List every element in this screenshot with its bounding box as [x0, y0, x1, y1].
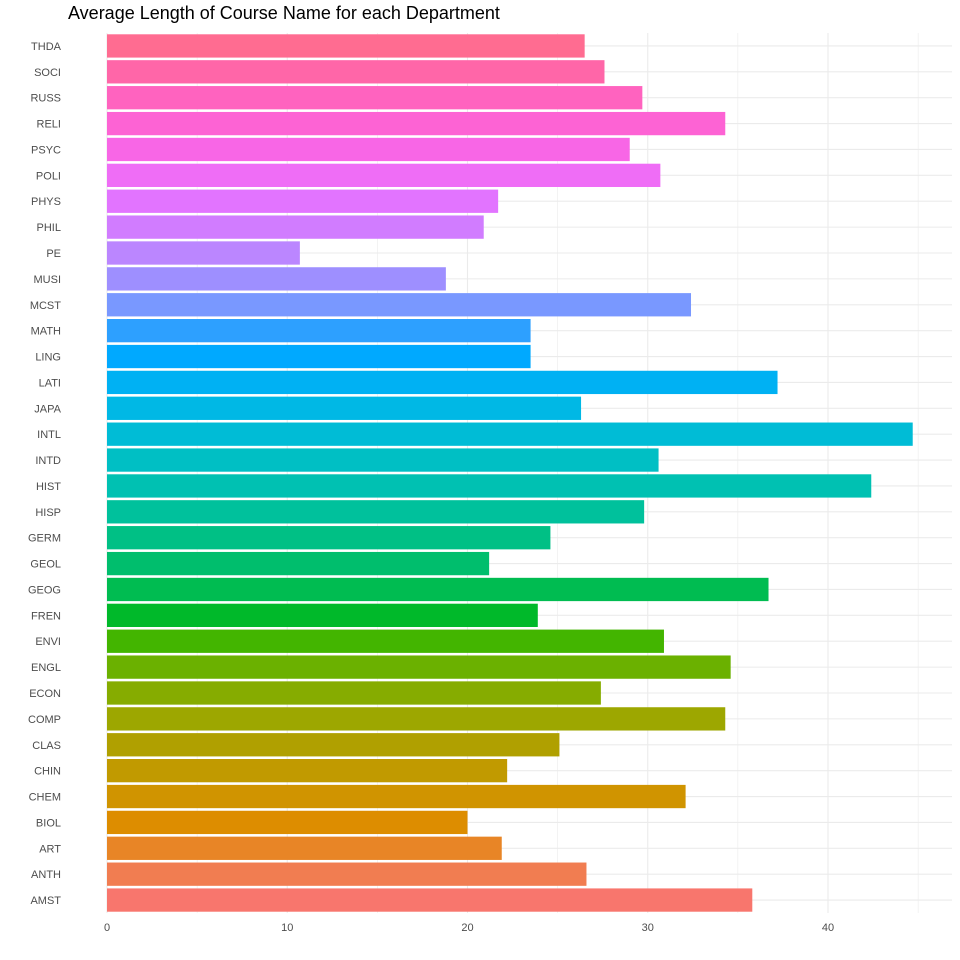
bar-mcst [107, 293, 692, 317]
bar-biol [107, 810, 468, 835]
bar-phil [107, 215, 484, 239]
bar-musi [107, 267, 446, 291]
bar-russ [107, 86, 643, 110]
chart-title: Average Length of Course Name for each D… [68, 3, 500, 23]
x-tick-label: 20 [461, 922, 473, 934]
y-tick-label: PE [46, 248, 61, 260]
bar-japa [107, 396, 582, 420]
value-tick-labels: 0 10 20 30 40 [104, 922, 834, 934]
y-tick-label: CHEM [29, 792, 61, 804]
y-tick-label: THDA [31, 41, 62, 53]
bar-ling [107, 344, 531, 369]
y-tick-label: RELI [37, 119, 61, 131]
x-tick-label: 10 [281, 922, 293, 934]
y-tick-label: ECON [29, 688, 61, 700]
y-tick-label: HISP [35, 507, 61, 519]
bar-envi [107, 629, 664, 653]
bar-reli [107, 111, 726, 136]
x-tick-label: 0 [104, 922, 110, 934]
y-tick-label: BIOL [36, 817, 61, 829]
y-tick-label: LING [35, 352, 61, 364]
bar-anth [107, 862, 587, 886]
y-tick-label: SOCI [34, 67, 61, 79]
bar-fren [107, 603, 538, 627]
bar-comp [107, 707, 726, 731]
bar-intd [107, 448, 659, 472]
bar-pe [107, 241, 300, 265]
y-tick-label: MATH [31, 326, 61, 338]
y-tick-label: COMP [28, 714, 61, 726]
y-tick-label: RUSS [30, 93, 61, 105]
y-tick-label: ENVI [35, 636, 61, 648]
y-tick-label: PHIL [37, 222, 61, 234]
bar-psyc [107, 137, 630, 162]
y-tick-label: MUSI [34, 274, 62, 286]
category-tick-labels: AMST ANTH ART BIOL CHEM CHIN CLAS COMP ECON ENGL E… [28, 41, 62, 907]
bars [107, 34, 913, 912]
y-tick-label: INTD [35, 455, 61, 467]
bar-chem [107, 784, 686, 809]
y-tick-label: ART [39, 843, 61, 855]
bar-math [107, 319, 531, 343]
x-tick-label: 40 [822, 922, 834, 934]
bar-intl [107, 422, 913, 446]
y-tick-label: ANTH [31, 869, 61, 881]
y-tick-label: CLAS [32, 740, 61, 752]
bar-chin [107, 759, 508, 783]
y-tick-label: PSYC [31, 144, 61, 156]
y-tick-label: INTL [37, 429, 61, 441]
y-tick-label: LATI [39, 377, 61, 389]
bar-lati [107, 370, 778, 395]
bar-hisp [107, 500, 645, 524]
bar-econ [107, 681, 601, 705]
bar-thda [107, 34, 585, 58]
bar-phys [107, 189, 499, 213]
y-tick-label: CHIN [34, 766, 61, 778]
bar-engl [107, 655, 731, 679]
bar-poli [107, 163, 661, 187]
bar-hist [107, 474, 872, 498]
y-tick-label: MCST [30, 300, 61, 312]
y-tick-label: ENGL [31, 662, 61, 674]
bar-geog [107, 577, 769, 602]
y-tick-label: PHYS [31, 196, 61, 208]
bar-germ [107, 526, 551, 550]
y-tick-label: AMST [30, 895, 61, 907]
bar-amst [107, 888, 753, 912]
bar-art [107, 836, 502, 860]
y-tick-label: GERM [28, 533, 61, 545]
bar-geol [107, 551, 490, 576]
y-tick-label: JAPA [34, 403, 61, 415]
y-tick-label: GEOG [28, 584, 61, 596]
bar-soci [107, 60, 605, 84]
x-tick-label: 30 [642, 922, 654, 934]
bar-clas [107, 733, 560, 757]
y-tick-label: POLI [36, 170, 61, 182]
y-tick-label: FREN [31, 610, 61, 622]
y-tick-label: GEOL [30, 559, 61, 571]
y-tick-label: HIST [36, 481, 61, 493]
